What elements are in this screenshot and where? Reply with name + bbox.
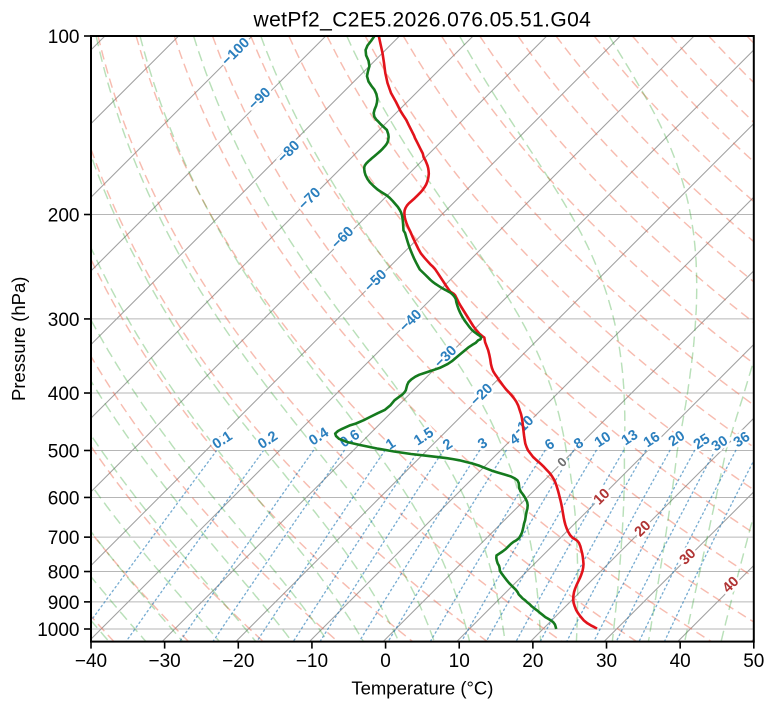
svg-text:300: 300	[48, 310, 80, 331]
svg-text:−40: −40	[75, 651, 107, 672]
svg-text:50: 50	[743, 651, 764, 672]
svg-text:100: 100	[48, 27, 80, 48]
svg-text:10: 10	[449, 651, 470, 672]
svg-text:Temperature (°C): Temperature (°C)	[351, 677, 493, 698]
svg-text:40: 40	[670, 651, 691, 672]
svg-text:200: 200	[48, 206, 80, 227]
svg-text:0: 0	[380, 651, 391, 672]
svg-text:500: 500	[48, 441, 80, 462]
svg-text:20: 20	[522, 651, 543, 672]
svg-text:600: 600	[48, 488, 80, 509]
svg-text:30: 30	[596, 651, 617, 672]
svg-text:800: 800	[48, 563, 80, 584]
svg-text:400: 400	[48, 384, 80, 405]
svg-text:Pressure (hPa): Pressure (hPa)	[8, 277, 29, 401]
svg-text:−30: −30	[149, 651, 181, 672]
svg-text:wetPf2_C2E5.2026.076.05.51.G04: wetPf2_C2E5.2026.076.05.51.G04	[253, 9, 592, 32]
svg-text:700: 700	[48, 528, 80, 549]
svg-text:−20: −20	[222, 651, 254, 672]
svg-text:900: 900	[48, 593, 80, 614]
svg-text:1000: 1000	[37, 620, 79, 641]
svg-text:−10: −10	[296, 651, 328, 672]
